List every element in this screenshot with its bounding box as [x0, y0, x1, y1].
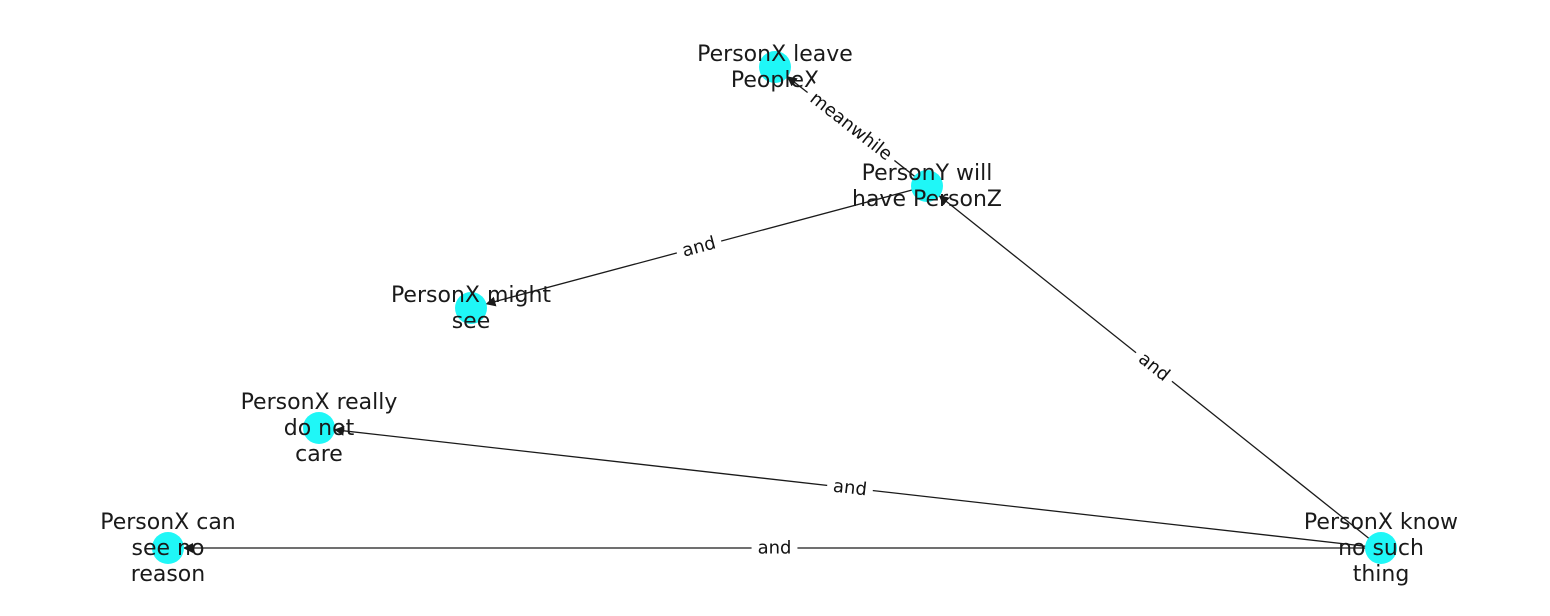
node-label-line: no such — [1338, 536, 1424, 561]
node-label-line: PersonX leave — [697, 42, 853, 67]
node-n_leave — [759, 51, 791, 83]
edge-label: meanwhile — [806, 88, 896, 165]
node-label-line: PersonX know — [1304, 510, 1458, 535]
edge-label-background — [751, 535, 798, 561]
edge-label: and — [758, 538, 792, 559]
edge-label: and — [680, 232, 718, 261]
edge-label-background — [799, 82, 903, 171]
node-label-line: PersonX really — [241, 390, 398, 415]
node-label-line: thing — [1353, 562, 1410, 587]
node-label-line: see — [452, 309, 491, 334]
edge-label-group: and — [673, 228, 725, 266]
node-label-line: do not — [284, 416, 355, 441]
edge-label-group: and — [1128, 342, 1180, 392]
node-n_reason — [152, 532, 184, 564]
node-label-line: PersonX might — [391, 283, 551, 308]
nodes-layer — [152, 51, 1397, 564]
node-label-line: PersonX can — [100, 510, 236, 535]
node-label: PersonX can see no reason — [100, 510, 236, 587]
node-labels-layer: PersonX leave PeopleX PersonY will have Per… — [100, 42, 1458, 587]
node-n_care — [303, 412, 335, 444]
node-n_will — [911, 170, 943, 202]
edge-label-background — [1128, 342, 1180, 392]
edge-label-group: and — [825, 473, 875, 503]
node-n_know — [1365, 532, 1397, 564]
node-label-line: reason — [131, 562, 205, 587]
edge-label-background — [673, 228, 725, 266]
edge-label-group: and — [751, 535, 798, 561]
node-label-line: PeopleX — [731, 68, 819, 93]
edge-label: and — [832, 476, 868, 501]
node-label-line: care — [295, 442, 343, 467]
node-n_might — [455, 292, 487, 324]
node-label-line: have PersonZ — [852, 187, 1002, 212]
node-label: PersonX really do not care — [241, 390, 398, 467]
node-label: PersonX know no such thing — [1304, 510, 1458, 587]
node-label: PersonX might see — [391, 283, 551, 334]
edge-label-background — [825, 473, 875, 503]
node-label-line: see no — [132, 536, 205, 561]
edge-label-group: meanwhile — [799, 82, 903, 171]
node-label: PersonX leave PeopleX — [697, 42, 853, 93]
node-label: PersonY will have PersonZ — [852, 161, 1002, 212]
edges-layer — [183, 76, 1382, 553]
edge-labels-layer: meanwhile and and and and — [673, 82, 1180, 561]
